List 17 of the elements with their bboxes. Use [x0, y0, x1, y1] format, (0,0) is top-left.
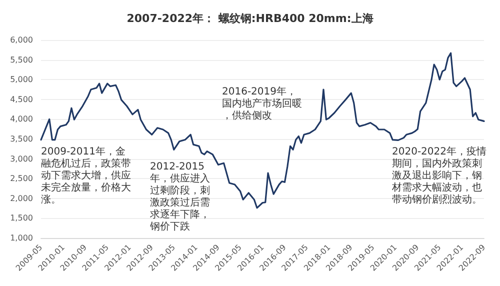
y-tick-label: 5,000 [10, 75, 33, 84]
y-tick-label: 3,500 [10, 134, 33, 144]
annotation: 2009-2011年，金融危机过后，政策带动下需求大增，供应未完全放量，价格大涨。 [41, 146, 131, 206]
annotation: 2012-2015年，供应进入过剩阶段，刺激政策过后需求逐年下降，钢价下跌 [149, 162, 210, 232]
y-tick-label: 4,500 [10, 94, 33, 104]
y-tick-label: 2,500 [10, 174, 33, 184]
chart-title: 2007-2022年： 螺纹钢:HRB400 20mm:上海 [126, 12, 374, 25]
y-tick-label: 2,000 [10, 194, 33, 203]
annotation: 2020-2022年，疫情期间，国内外政策刺激及退出影响下，钢材需求大幅波动，也带动钢价剧烈波动。 [391, 146, 487, 206]
y-tick-label: 3,000 [10, 154, 33, 164]
y-tick-label: 4,000 [10, 114, 33, 124]
annotation: 2016-2019年，国内地产市场回暖，供给侧改 [222, 86, 302, 122]
y-tick-label: 6,000 [10, 36, 33, 44]
y-tick-label: 1,500 [10, 214, 33, 223]
y-tick-label: 5,500 [10, 55, 33, 64]
line-series [40, 52, 485, 209]
y-tick-label: 1,000 [10, 234, 33, 242]
